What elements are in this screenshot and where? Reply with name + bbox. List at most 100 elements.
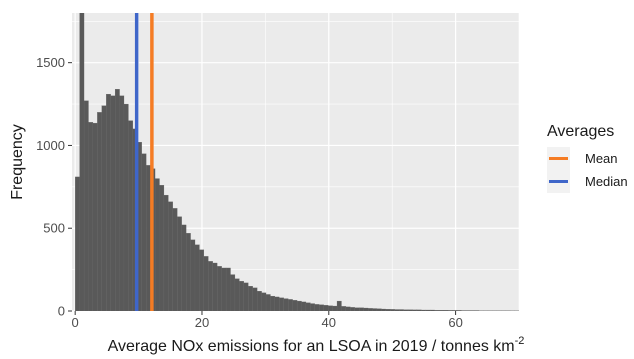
histogram-bar — [416, 309, 422, 311]
histogram-bar — [421, 309, 426, 311]
x-axis-title: Average NOx emissions for an LSOA in 201… — [108, 335, 525, 355]
histogram-bar — [425, 309, 431, 311]
histogram-bar — [261, 292, 267, 311]
histogram-bar — [456, 310, 462, 311]
histogram-bar — [434, 310, 440, 311]
histogram-bar — [283, 298, 289, 311]
histogram-bar — [452, 310, 457, 311]
histogram-bar — [106, 93, 111, 311]
histogram-bar — [305, 302, 311, 311]
histogram-bar — [217, 266, 222, 311]
histogram-bar — [319, 304, 324, 311]
histogram-bar — [385, 309, 391, 311]
histogram-bar — [110, 95, 116, 311]
x-axis-title-text: Average NOx emissions for an LSOA in 201… — [108, 338, 515, 355]
histogram-bar — [265, 294, 271, 311]
histogram-bar — [376, 308, 382, 311]
histogram-bar — [114, 89, 120, 311]
histogram-bar — [208, 261, 213, 311]
histogram-bar — [212, 262, 218, 311]
histogram-bar — [407, 309, 413, 311]
histogram-bar — [301, 301, 307, 311]
histogram-bar — [159, 185, 165, 311]
histogram-bar — [248, 286, 253, 311]
legend-label-mean: Mean — [585, 151, 618, 166]
x-tick-label: 60 — [448, 315, 462, 330]
histogram-bar — [328, 305, 333, 311]
y-axis-title: Frequency — [9, 124, 26, 200]
histogram-bar — [177, 216, 182, 311]
histogram-bar — [203, 256, 209, 311]
x-tick-label: 20 — [195, 315, 209, 330]
histogram-bar — [239, 281, 244, 311]
histogram-bar — [447, 310, 453, 311]
histogram-bar — [372, 308, 378, 311]
histogram-bar — [438, 310, 444, 311]
histogram-bar — [336, 300, 342, 311]
histogram-bar — [345, 306, 351, 311]
y-tick-label: 500 — [43, 221, 65, 236]
histogram-bar — [274, 296, 280, 311]
histogram-bar — [146, 165, 151, 311]
histogram-bar — [75, 176, 80, 311]
histogram-bar — [123, 103, 129, 311]
y-tick-label: 1500 — [36, 55, 65, 70]
histogram-bar — [194, 244, 200, 311]
histogram-bar — [230, 274, 236, 311]
histogram-bar — [359, 307, 364, 311]
legend-entries: Mean Median — [547, 147, 628, 193]
histogram-bar — [243, 282, 249, 311]
histogram-bar — [270, 295, 276, 311]
histogram-bar — [443, 310, 449, 311]
histogram-bar — [172, 208, 178, 311]
histogram-bar — [88, 122, 94, 311]
histogram-bar — [225, 267, 231, 311]
histogram-bar — [292, 300, 298, 311]
histogram-bar — [279, 297, 284, 311]
axis-ticks — [68, 62, 457, 315]
histogram-bar — [92, 122, 98, 311]
histogram-bar — [323, 305, 329, 311]
y-tick-label: 1000 — [36, 138, 65, 153]
histogram-bar — [367, 308, 373, 311]
histogram-bar — [363, 307, 369, 311]
histogram-bar — [314, 304, 320, 311]
histogram-bar — [350, 307, 355, 311]
histogram-bar — [332, 305, 338, 311]
histogram-bar — [186, 233, 191, 311]
histogram-bar — [221, 267, 227, 311]
histogram-bar — [430, 309, 435, 311]
histogram-bar — [234, 278, 240, 311]
y-axis-tick-labels: 0 500 1000 1500 — [36, 55, 65, 318]
histogram-bar — [141, 153, 147, 311]
histogram-bar — [154, 178, 160, 311]
legend-title: Averages — [547, 123, 614, 140]
histogram-bar — [168, 201, 173, 311]
x-axis-tick-labels: 0 20 40 60 — [72, 315, 463, 330]
histogram-bar — [288, 299, 293, 311]
histogram-bar — [390, 309, 395, 311]
histogram-bar — [412, 309, 418, 311]
histogram-bar — [394, 309, 400, 311]
histogram-bar — [399, 309, 404, 311]
histogram-bar — [97, 112, 102, 311]
x-axis-title-superscript: -2 — [515, 335, 525, 347]
legend: Averages Mean Median — [547, 123, 628, 193]
histogram-bar — [310, 303, 315, 311]
histogram-bar — [354, 307, 360, 311]
histogram-bar — [252, 287, 258, 311]
y-tick-label: 0 — [58, 304, 65, 319]
histogram-bar — [190, 239, 196, 311]
histogram-bar — [119, 95, 125, 311]
histogram-bar — [257, 291, 262, 311]
histogram-bar — [128, 120, 133, 311]
histogram-bar — [381, 308, 386, 311]
histogram-bar — [83, 100, 89, 311]
average-lines — [134, 13, 154, 311]
histogram-bar — [101, 105, 107, 311]
legend-label-median: Median — [585, 174, 628, 189]
histogram-bar — [163, 194, 169, 311]
x-tick-label: 40 — [322, 315, 336, 330]
histogram-bar — [403, 309, 409, 311]
